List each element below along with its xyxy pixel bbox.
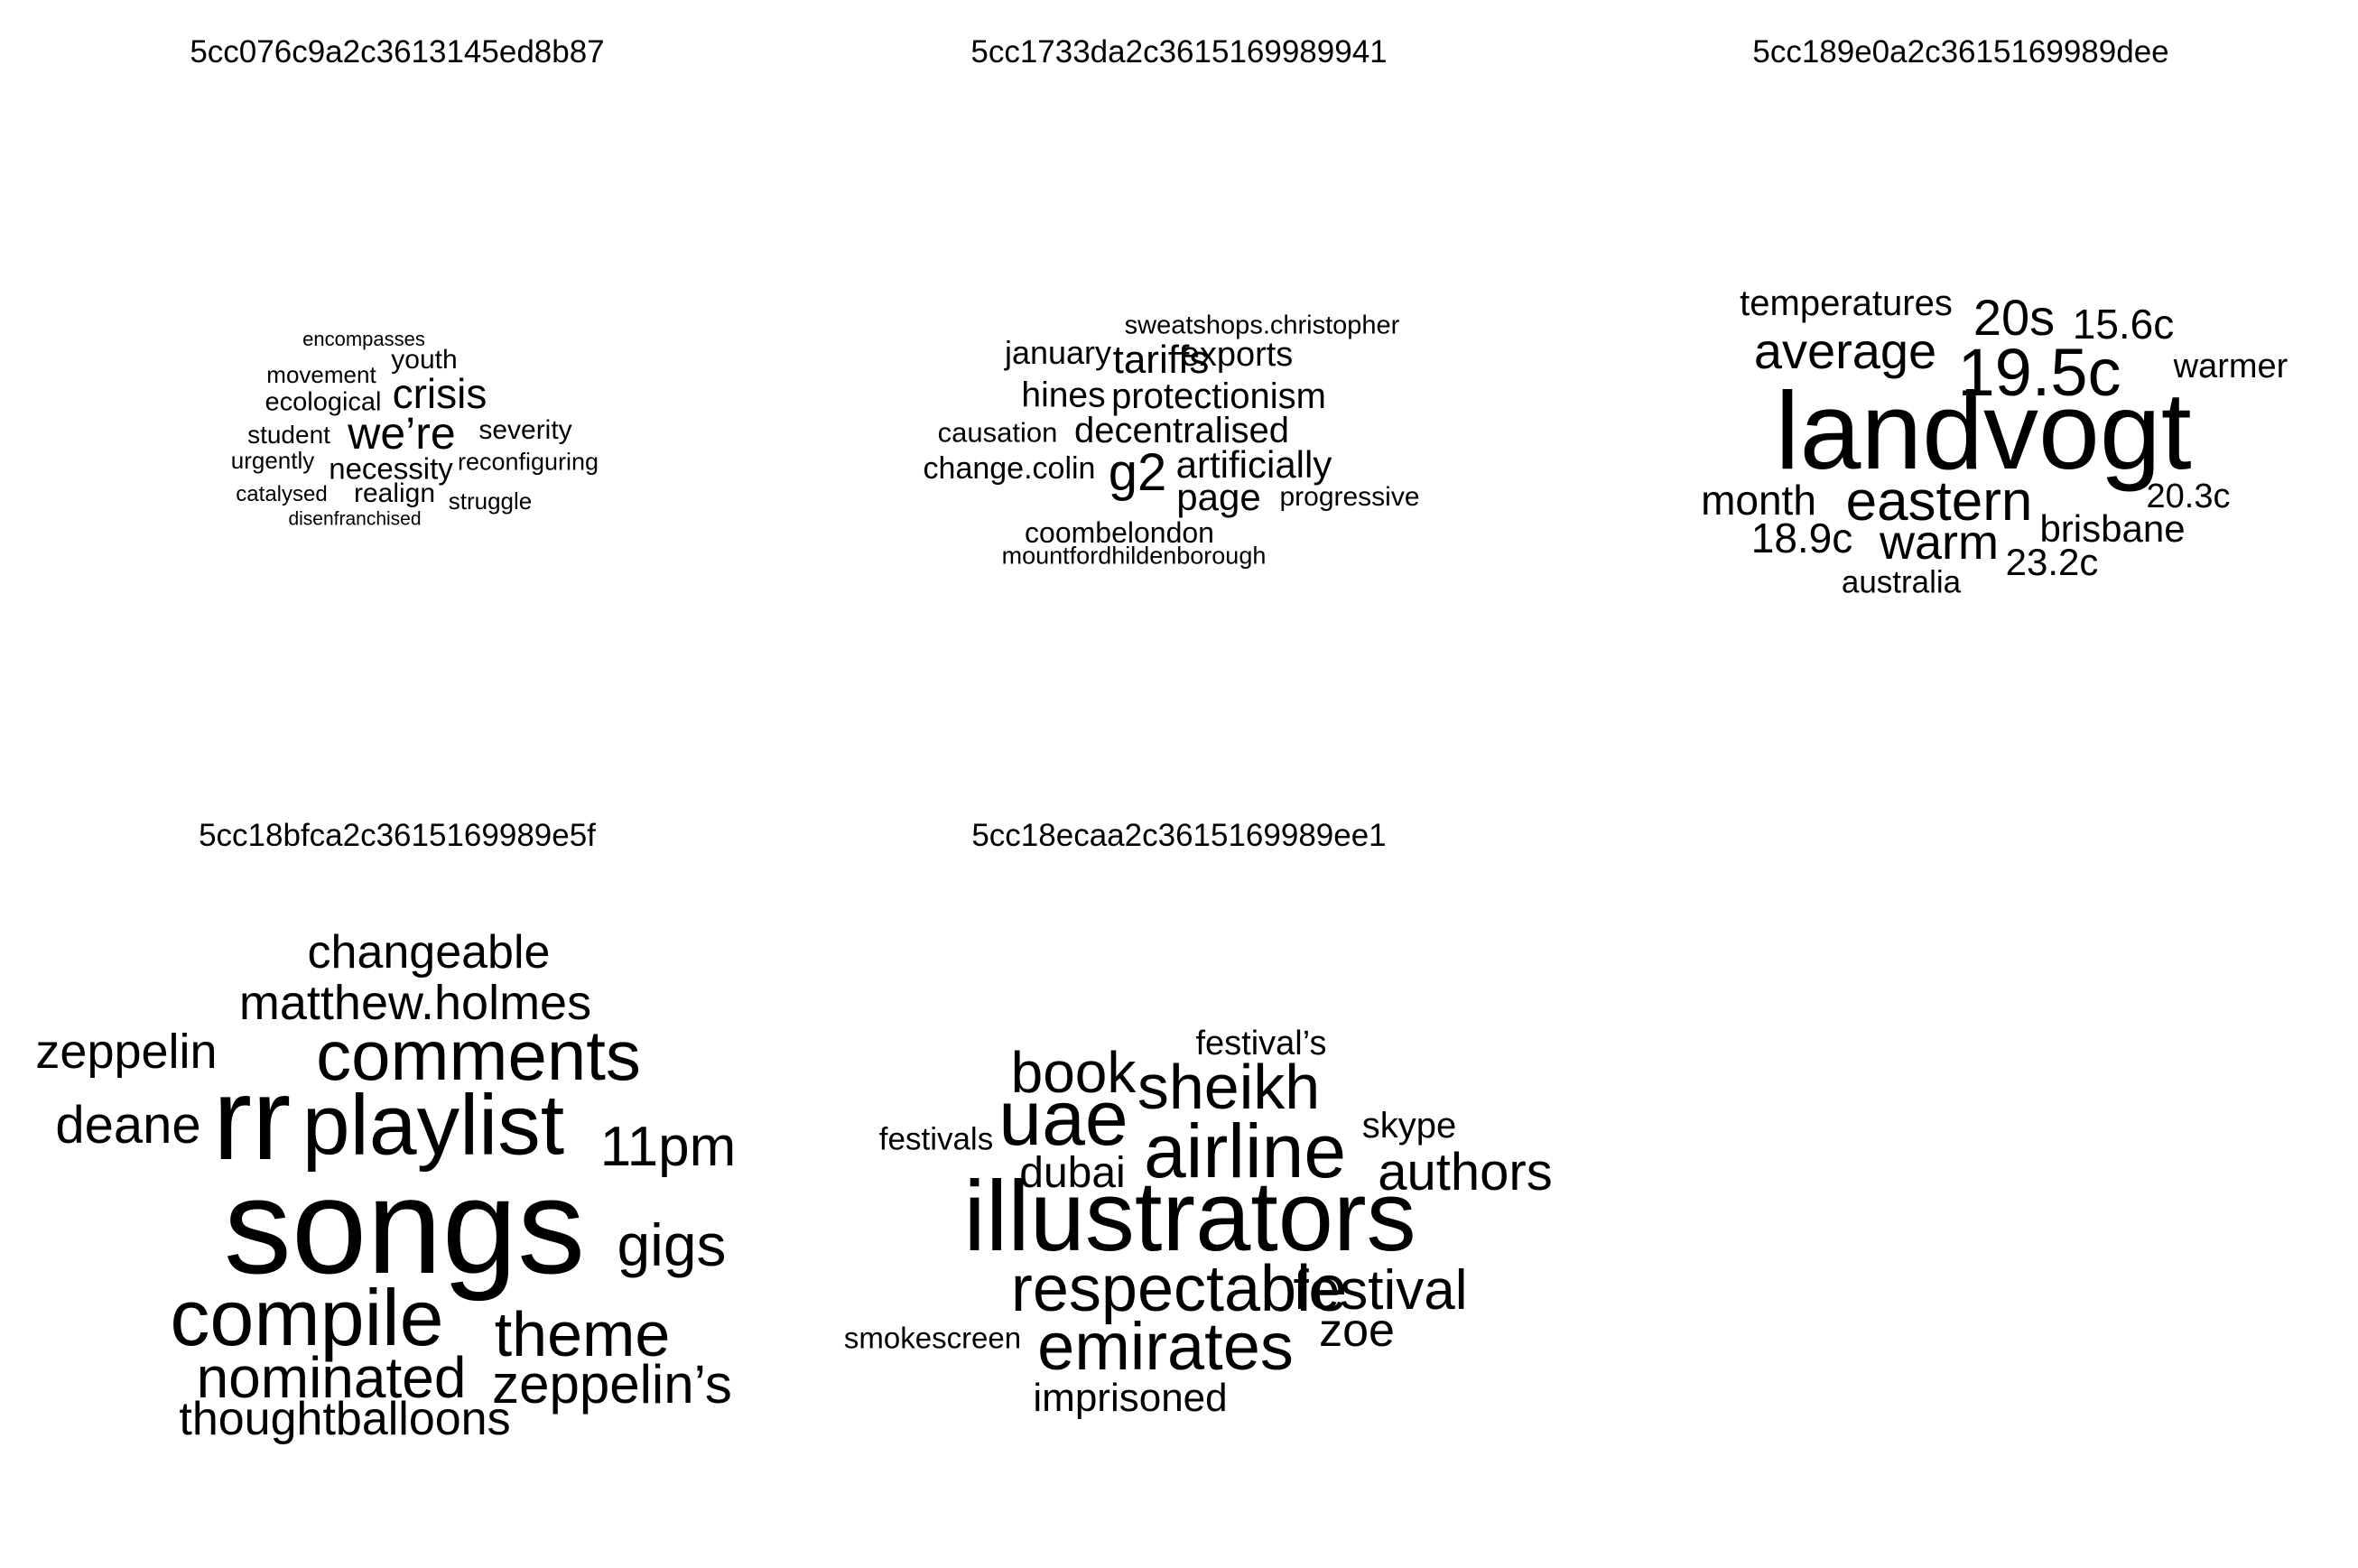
cloud-word: necessity bbox=[329, 451, 453, 486]
cloud-word: ecological bbox=[265, 387, 382, 417]
cloud-word: sheikh bbox=[1137, 1052, 1321, 1122]
word-cloud: landvogt 19.5c eastern average 20s warm … bbox=[1564, 0, 2358, 794]
cloud-word: artificially bbox=[1175, 443, 1332, 486]
cloud-word: imprisoned bbox=[1033, 1376, 1228, 1420]
cloud-word: decentralised bbox=[1074, 411, 1289, 450]
cloud-word: illustrators bbox=[963, 1161, 1416, 1272]
panel-title: 5cc076c9a2c3613145ed8b87 bbox=[190, 34, 605, 70]
cloud-word: 15.6c bbox=[2072, 301, 2175, 348]
cloud-word: progressive bbox=[1279, 482, 1420, 512]
cloud-word: student bbox=[247, 421, 330, 449]
cloud-word: 23.2c bbox=[2005, 541, 2099, 583]
cloud-word: youth bbox=[391, 345, 458, 375]
cloud-word: 19.5c bbox=[1957, 335, 2121, 410]
word-cloud: illustrators uae airline emirates respec… bbox=[782, 782, 1576, 1567]
cloud-word: warmer bbox=[2173, 348, 2288, 385]
cloud-word: matthew.holmes bbox=[238, 976, 592, 1030]
panel-title: 5cc18bfca2c3615169989e5f bbox=[199, 818, 596, 853]
cloud-word: book bbox=[1010, 1040, 1137, 1105]
wordcloud-panel-1: 5cc076c9a2c3613145ed8b87 we’re crisis ne… bbox=[0, 0, 794, 794]
wordcloud-panel-2: 5cc1733da2c3615169989941 g2 tariffs arti… bbox=[782, 0, 1576, 794]
cloud-word: changeable bbox=[307, 926, 551, 979]
cloud-word: january bbox=[1004, 334, 1112, 371]
cloud-word: thoughtballoons bbox=[179, 1393, 511, 1445]
cloud-word: 18.9c bbox=[1750, 515, 1853, 561]
cloud-word: authors bbox=[1378, 1143, 1553, 1202]
cloud-word: songs bbox=[223, 1150, 586, 1302]
cloud-word: average bbox=[1753, 322, 1937, 379]
cloud-word: respectable bbox=[1010, 1253, 1348, 1325]
cloud-word: urgently bbox=[230, 447, 315, 474]
wordcloud-panel-4: 5cc18bfca2c3615169989e5f songs rr playli… bbox=[0, 782, 794, 1567]
cloud-word: emirates bbox=[1037, 1309, 1294, 1384]
cloud-word: mountfordhildenborough bbox=[1001, 542, 1267, 570]
word-cloud: we’re crisis necessity severity realign … bbox=[0, 0, 794, 794]
cloud-word: 20s bbox=[1973, 289, 2056, 346]
cloud-word: sweatshops.christopher bbox=[1124, 311, 1400, 340]
cloud-word: hines bbox=[1021, 376, 1106, 415]
cloud-word: coombelondon bbox=[1025, 516, 1214, 549]
cloud-word: page bbox=[1176, 476, 1261, 518]
cloud-word: theme bbox=[494, 1299, 671, 1369]
cloud-word: gigs bbox=[617, 1211, 727, 1278]
panel-title: 5cc1733da2c3615169989941 bbox=[970, 34, 1388, 70]
cloud-word: smokescreen bbox=[843, 1321, 1022, 1355]
cloud-word: comments bbox=[316, 1016, 641, 1095]
cloud-word: brisbane bbox=[2039, 507, 2186, 550]
cloud-word: zeppelin bbox=[35, 1025, 218, 1079]
cloud-word: encompasses bbox=[302, 328, 425, 350]
cloud-word: temperatures bbox=[1740, 283, 1953, 323]
cloud-word: catalysed bbox=[236, 482, 328, 506]
cloud-word: rr bbox=[212, 1053, 292, 1184]
cloud-word: causation bbox=[937, 416, 1058, 449]
cloud-word: realign bbox=[353, 478, 436, 508]
panel-title: 5cc189e0a2c3615169989dee bbox=[1752, 34, 2169, 70]
cloud-word: deane bbox=[55, 1096, 201, 1155]
cloud-word: eastern bbox=[1845, 470, 2033, 533]
cloud-word: festival’s bbox=[1195, 1025, 1327, 1062]
cloud-word: protectionism bbox=[1111, 376, 1326, 416]
word-cloud: g2 tariffs artificially page protectioni… bbox=[782, 0, 1576, 794]
wordcloud-panel-3: 5cc189e0a2c3615169989dee landvogt 19.5c … bbox=[1564, 0, 2358, 794]
cloud-word: 11pm bbox=[599, 1116, 737, 1178]
cloud-word: crisis bbox=[392, 370, 487, 417]
cloud-word: airline bbox=[1143, 1109, 1347, 1193]
cloud-word: g2 bbox=[1108, 443, 1167, 502]
cloud-word: zeppelin’s bbox=[492, 1354, 732, 1415]
cloud-word: tariffs bbox=[1112, 338, 1210, 382]
cloud-word: reconfiguring bbox=[457, 448, 599, 476]
cloud-word: exports bbox=[1180, 336, 1294, 374]
cloud-word: playlist bbox=[302, 1077, 565, 1174]
cloud-word: 20.3c bbox=[2146, 478, 2231, 515]
cloud-word: zoe bbox=[1319, 1304, 1395, 1357]
cloud-word: landvogt bbox=[1775, 369, 2192, 492]
cloud-word: disenfranchised bbox=[288, 508, 422, 530]
cloud-word: festival bbox=[1293, 1259, 1468, 1322]
cloud-word: month bbox=[1701, 477, 1816, 524]
cloud-word: uae bbox=[998, 1075, 1128, 1162]
cloud-word: skype bbox=[1361, 1106, 1457, 1146]
panel-title: 5cc18ecaa2c3615169989ee1 bbox=[971, 818, 1387, 853]
cloud-word: movement bbox=[266, 361, 376, 388]
cloud-word: severity bbox=[478, 415, 572, 445]
cloud-word: warm bbox=[1880, 515, 1999, 570]
cloud-word: change.colin bbox=[923, 451, 1096, 486]
cloud-word: struggle bbox=[448, 487, 533, 515]
cloud-word: compile bbox=[170, 1273, 444, 1362]
cloud-word: dubai bbox=[1019, 1149, 1126, 1197]
wordcloud-panel-5: 5cc18ecaa2c3615169989ee1 illustrators ua… bbox=[782, 782, 1576, 1567]
cloud-word: nominated bbox=[196, 1345, 467, 1410]
cloud-word: festivals bbox=[878, 1121, 994, 1157]
cloud-word: we’re bbox=[348, 408, 456, 459]
cloud-word: australia bbox=[1841, 564, 1962, 600]
word-cloud: songs rr playlist compile comments theme… bbox=[0, 782, 794, 1567]
